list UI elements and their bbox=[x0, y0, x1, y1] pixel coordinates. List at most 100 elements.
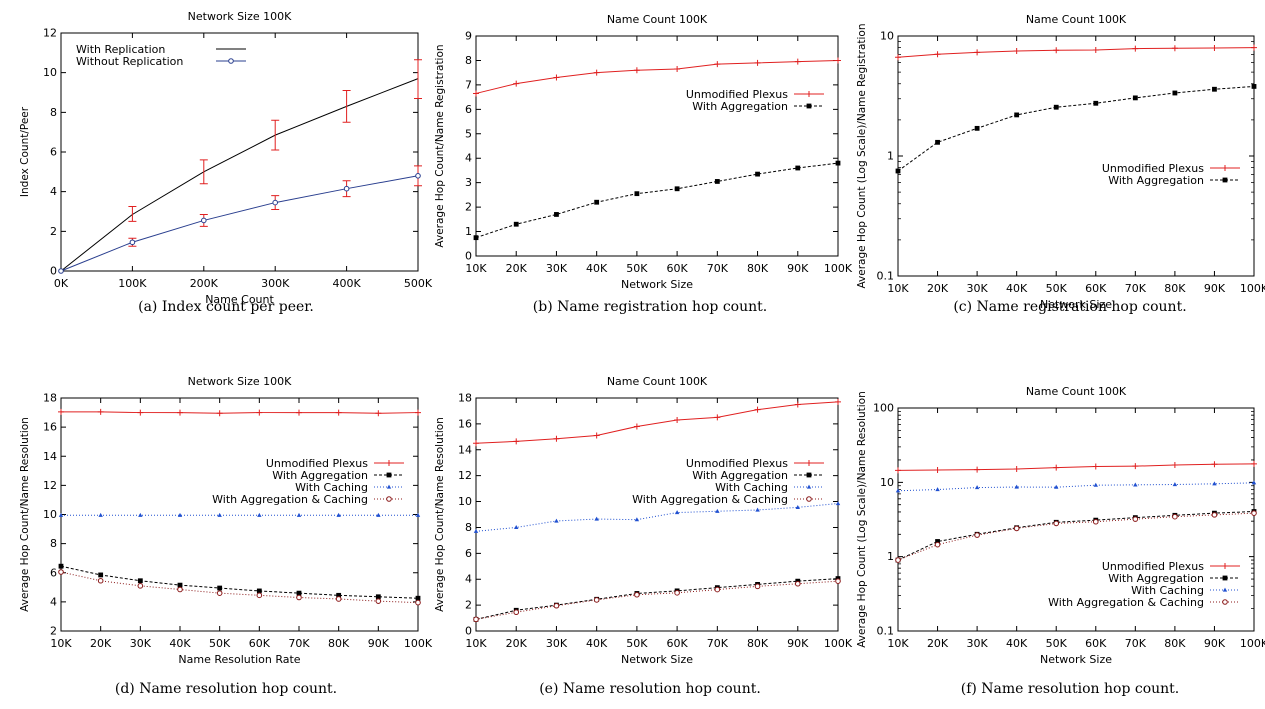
data-point bbox=[415, 595, 421, 601]
legend-marker bbox=[806, 484, 812, 489]
data-point bbox=[794, 401, 801, 408]
data-point bbox=[593, 432, 600, 439]
data-point bbox=[98, 572, 104, 578]
x-tick-label: 300K bbox=[261, 277, 290, 290]
series-with-aggregation-caching bbox=[895, 510, 1257, 563]
y-tick-label: 2 bbox=[465, 599, 472, 612]
y-tick-label: 12 bbox=[458, 469, 472, 482]
x-tick-label: 30K bbox=[546, 262, 568, 275]
chart-title: Name Count 100K bbox=[607, 375, 708, 388]
plot-frame bbox=[897, 407, 1255, 632]
x-tick-label: 30K bbox=[130, 637, 152, 650]
x-tick-label: 80K bbox=[747, 637, 769, 650]
series-with-aggregation-caching bbox=[473, 578, 841, 623]
data-point bbox=[1251, 480, 1257, 485]
legend-entry-label: With Aggregation & Caching bbox=[632, 493, 788, 506]
y-axis-label: Average Hop Count/Name Registration bbox=[434, 44, 446, 247]
x-tick-label: 10K bbox=[465, 637, 487, 650]
series-line bbox=[475, 162, 839, 239]
figure-caption: (a) Index count per peer. bbox=[138, 299, 314, 315]
x-tick-label: 20K bbox=[90, 637, 112, 650]
series-unmodified-plexus bbox=[473, 398, 841, 447]
x-tick-label: 40K bbox=[169, 637, 191, 650]
x-tick-label: 40K bbox=[1006, 637, 1028, 650]
y-axis-label: Average Hop Count/Name Resolution bbox=[19, 417, 31, 612]
data-point bbox=[335, 409, 342, 416]
x-tick-label: 40K bbox=[586, 637, 608, 650]
data-point bbox=[795, 504, 800, 509]
y-tick-label: 4 bbox=[465, 573, 472, 586]
series-unmodified-plexus bbox=[895, 44, 1257, 61]
data-point bbox=[754, 583, 761, 590]
data-point bbox=[177, 582, 183, 588]
data-point bbox=[296, 512, 302, 517]
y-tick-label: 6 bbox=[50, 146, 57, 159]
data-point bbox=[177, 512, 183, 517]
data-point bbox=[634, 517, 640, 522]
x-tick-label: 70K bbox=[707, 637, 729, 650]
data-point bbox=[138, 512, 143, 517]
y-tick-label: 8 bbox=[465, 54, 472, 67]
y-tick-label: 1 bbox=[887, 150, 894, 163]
legend-entry-label: With Aggregation bbox=[272, 469, 368, 482]
data-point bbox=[201, 217, 207, 224]
chart-title: Network Size 100K bbox=[188, 375, 292, 388]
legend-marker bbox=[1222, 575, 1228, 581]
data-point bbox=[58, 408, 64, 415]
series-line bbox=[475, 578, 839, 620]
x-tick-label: 20K bbox=[927, 637, 949, 650]
data-point bbox=[1013, 466, 1020, 473]
x-tick-label: 90K bbox=[787, 637, 809, 650]
data-point bbox=[1251, 460, 1257, 467]
x-axis-label: Network Size bbox=[621, 653, 693, 666]
x-tick-label: 50K bbox=[626, 262, 648, 275]
data-point bbox=[935, 539, 940, 544]
data-point bbox=[1172, 90, 1178, 96]
y-tick-label: 2 bbox=[50, 625, 57, 638]
legend-marker bbox=[806, 103, 812, 109]
data-point bbox=[415, 173, 421, 179]
series-line bbox=[60, 175, 419, 272]
x-tick-label: 50K bbox=[1046, 282, 1068, 295]
data-point bbox=[934, 541, 941, 548]
y-tick-label: 3 bbox=[465, 176, 472, 189]
data-point bbox=[593, 597, 600, 603]
data-point bbox=[1014, 112, 1020, 118]
data-point bbox=[473, 616, 479, 623]
y-tick-label: 0 bbox=[465, 625, 472, 638]
data-point bbox=[137, 578, 143, 584]
data-point bbox=[633, 67, 640, 74]
data-point bbox=[97, 408, 104, 415]
series-line bbox=[475, 580, 839, 620]
series-with-aggregation bbox=[473, 576, 841, 622]
data-point bbox=[1093, 100, 1099, 106]
data-point bbox=[58, 569, 64, 575]
series-line bbox=[475, 59, 839, 94]
error-bar bbox=[342, 90, 351, 123]
data-point bbox=[755, 507, 760, 512]
data-point bbox=[1211, 512, 1218, 518]
data-point bbox=[473, 528, 479, 533]
chart-panel-b: 0 1 2 3 4 5 6 7 8 9 10K 20K 30K 40K 50K 60K 70K 80K 90K 100… bbox=[434, 13, 853, 315]
x-axis-label: Network Size bbox=[1040, 653, 1112, 666]
series-with-replication bbox=[60, 59, 422, 272]
series-with-caching bbox=[473, 501, 841, 533]
data-point bbox=[1172, 482, 1178, 487]
x-tick-label: 100K bbox=[1240, 282, 1265, 295]
x-tick-label: 100K bbox=[824, 637, 853, 650]
x-tick-label: 80K bbox=[1164, 637, 1186, 650]
x-tick-label: 90K bbox=[368, 637, 390, 650]
y-tick-label: 18 bbox=[43, 392, 57, 405]
legend-entry-label: Unmodified Plexus bbox=[686, 88, 788, 101]
data-point bbox=[895, 557, 901, 563]
x-tick-label: 100K bbox=[1240, 637, 1265, 650]
data-point bbox=[1171, 462, 1178, 469]
data-point bbox=[554, 518, 559, 523]
y-tick-label: 8 bbox=[50, 106, 57, 119]
figure-caption: (b) Name registration hop count. bbox=[533, 299, 767, 315]
data-point bbox=[553, 74, 560, 81]
series-with-aggregation-caching bbox=[58, 569, 421, 606]
